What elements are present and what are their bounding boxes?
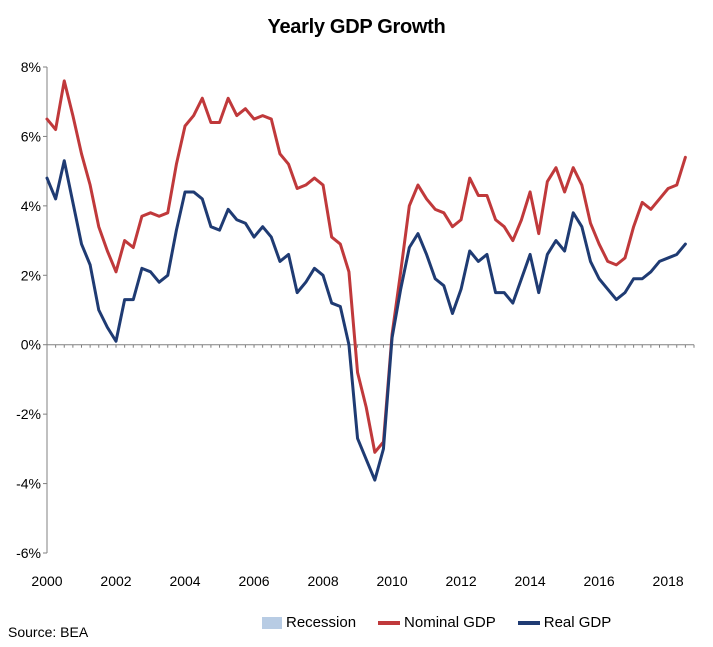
legend-item-real-gdp: Real GDP xyxy=(517,614,612,631)
legend-label-real-gdp: Real GDP xyxy=(543,614,612,631)
series-line-real-gdp xyxy=(45,159,687,482)
source-note: Source: BEA xyxy=(8,624,89,640)
x-axis-ticks: 2000 2002 2004 2006 2008 2010 2012 2014 2016 2018 xyxy=(31,344,695,589)
legend-item-nominal-gdp: Nominal GDP xyxy=(378,614,496,631)
legend-item-recession: Recession xyxy=(262,614,356,631)
y-tick-label: 6% xyxy=(21,128,41,144)
line-chart: -6% -4% -2% 0% 2% 4% 6% 8% 2000 2002 2004 2006 2008… xyxy=(16,59,695,589)
x-tick-label: 2016 xyxy=(584,573,615,589)
x-tick-label: 2010 xyxy=(376,573,407,589)
y-axis-ticks: -6% -4% -2% 0% 2% 4% 6% 8% xyxy=(16,59,47,561)
legend-label-recession: Recession xyxy=(286,614,357,631)
x-tick-label: 2014 xyxy=(515,573,546,589)
y-tick-label: 2% xyxy=(21,267,41,283)
x-tick-label: 2012 xyxy=(446,573,477,589)
x-tick-label: 2018 xyxy=(653,573,684,589)
x-tick-label: 2006 xyxy=(238,573,269,589)
y-tick-label: 0% xyxy=(21,337,41,353)
y-tick-label: 4% xyxy=(21,198,41,214)
axes xyxy=(46,67,694,553)
legend-swatch-nominal-gdp xyxy=(378,620,401,625)
x-tick-label: 2000 xyxy=(31,573,62,589)
x-tick-label: 2004 xyxy=(169,573,200,589)
y-tick-label: -4% xyxy=(16,476,41,492)
legend-swatch-real-gdp xyxy=(517,620,540,625)
series-line-nominal-gdp xyxy=(45,79,687,454)
x-tick-label: 2002 xyxy=(100,573,131,589)
y-tick-label: 8% xyxy=(21,59,41,75)
chart-title: Yearly GDP Growth xyxy=(267,16,446,38)
legend-label-nominal-gdp: Nominal GDP xyxy=(404,614,496,631)
legend-swatch-recession xyxy=(262,616,282,629)
legend: Recession Nominal GDP Real GDP xyxy=(262,614,633,631)
series-layer xyxy=(45,79,687,482)
x-tick-label: 2008 xyxy=(307,573,338,589)
y-tick-label: -6% xyxy=(16,545,41,561)
y-tick-label: -2% xyxy=(16,406,41,422)
